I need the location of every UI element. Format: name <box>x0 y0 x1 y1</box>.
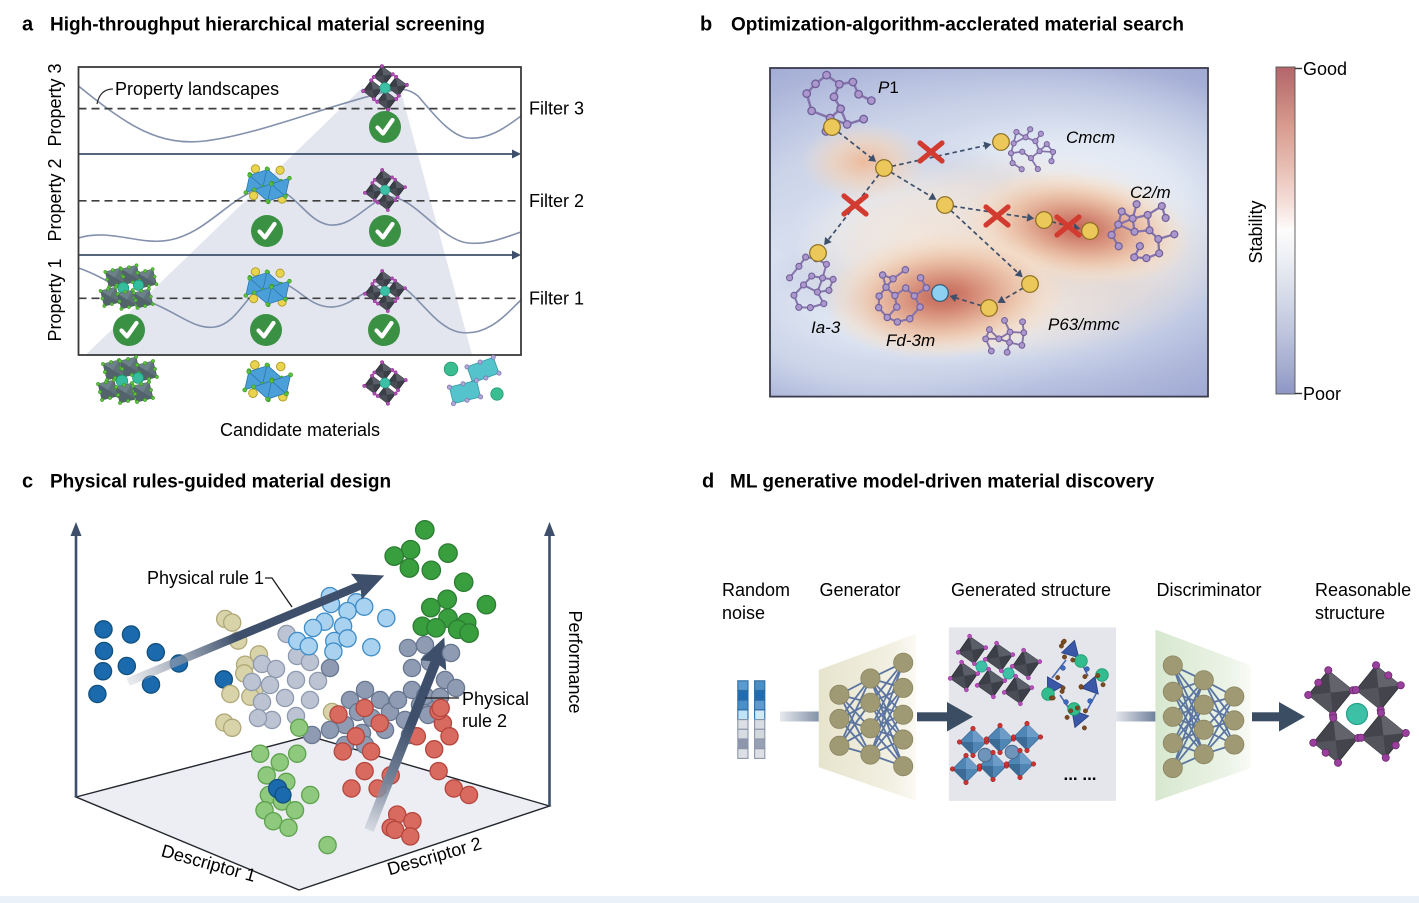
svg-text:Ia-3: Ia-3 <box>811 318 841 337</box>
svg-text:Generator: Generator <box>819 580 900 600</box>
svg-text:Generated structure: Generated structure <box>951 580 1111 600</box>
svg-text:Filter 1: Filter 1 <box>529 288 584 308</box>
svg-text:Property 3: Property 3 <box>45 63 65 146</box>
svg-text:Reasonable: Reasonable <box>1315 580 1411 600</box>
svg-text:Physical rules-guided material: Physical rules-guided material design <box>50 472 391 493</box>
svg-text:c: c <box>22 471 33 493</box>
svg-text:Fd-3m: Fd-3m <box>886 331 935 350</box>
svg-text:ML generative model-driven mat: ML generative model-driven material disc… <box>730 472 1155 493</box>
svg-text:structure: structure <box>1315 603 1385 623</box>
svg-text:P1: P1 <box>878 78 899 97</box>
svg-text:b: b <box>700 14 712 36</box>
svg-text:Poor: Poor <box>1303 384 1341 404</box>
svg-text:Performance: Performance <box>565 610 585 713</box>
svg-text:Property 2: Property 2 <box>45 158 65 241</box>
svg-text:Optimization-algorithm-acclera: Optimization-algorithm-acclerated materi… <box>731 15 1184 36</box>
svg-text:... ...: ... ... <box>1063 765 1096 784</box>
svg-text:Property 1: Property 1 <box>45 258 65 341</box>
svg-text:Random: Random <box>722 580 790 600</box>
svg-text:rule 2: rule 2 <box>462 711 507 731</box>
svg-text:Filter 2: Filter 2 <box>529 191 584 211</box>
svg-text:P63/mmc: P63/mmc <box>1048 315 1120 334</box>
svg-text:Discriminator: Discriminator <box>1156 580 1261 600</box>
svg-text:Stability: Stability <box>1246 200 1266 263</box>
svg-text:noise: noise <box>722 603 765 623</box>
svg-text:a: a <box>22 14 34 36</box>
svg-text:Property landscapes: Property landscapes <box>115 79 279 99</box>
svg-text:Good: Good <box>1303 59 1347 79</box>
svg-text:High-throughput hierarchical m: High-throughput hierarchical material sc… <box>50 15 485 36</box>
svg-text:Filter 3: Filter 3 <box>529 99 584 119</box>
svg-text:Candidate materials: Candidate materials <box>220 420 380 440</box>
svg-text:Physical: Physical <box>462 689 529 709</box>
svg-text:Physical rule 1: Physical rule 1 <box>147 568 264 588</box>
svg-text:d: d <box>702 471 714 493</box>
svg-text:C2/m: C2/m <box>1130 183 1171 202</box>
svg-text:Cmcm: Cmcm <box>1066 128 1115 147</box>
